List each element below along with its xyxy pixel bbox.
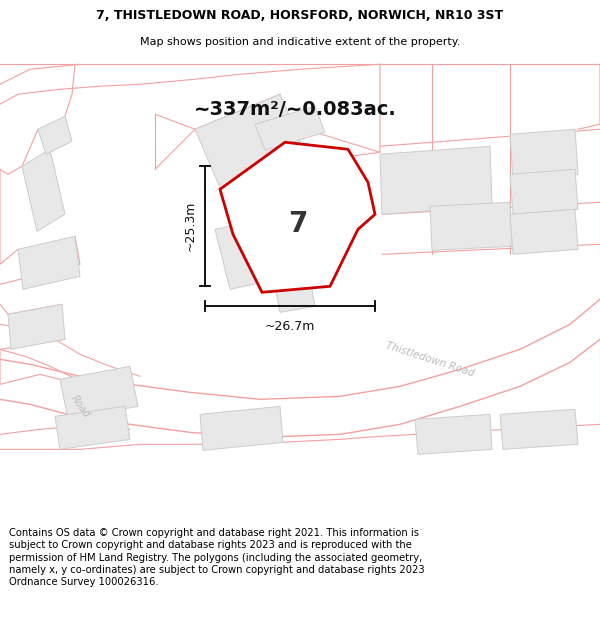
Text: Thistledown Road: Thistledown Road [385,340,476,378]
Polygon shape [415,414,492,454]
Polygon shape [510,169,578,214]
Text: Road: Road [69,393,91,419]
Text: Contains OS data © Crown copyright and database right 2021. This information is
: Contains OS data © Crown copyright and d… [9,528,425,588]
Polygon shape [215,214,300,289]
Polygon shape [275,279,315,312]
Text: ~337m²/~0.083ac.: ~337m²/~0.083ac. [194,100,397,119]
Polygon shape [500,409,578,449]
Polygon shape [55,406,130,449]
Polygon shape [22,149,65,231]
Text: 7, THISTLEDOWN ROAD, HORSFORD, NORWICH, NR10 3ST: 7, THISTLEDOWN ROAD, HORSFORD, NORWICH, … [97,9,503,22]
Polygon shape [18,236,80,289]
Polygon shape [195,94,310,199]
Polygon shape [60,366,138,419]
Text: Map shows position and indicative extent of the property.: Map shows position and indicative extent… [140,37,460,47]
Polygon shape [510,129,578,179]
Text: ~26.7m: ~26.7m [265,321,315,333]
Polygon shape [220,142,375,292]
Polygon shape [380,146,492,214]
Polygon shape [430,202,512,250]
Polygon shape [38,116,72,154]
Text: ~25.3m: ~25.3m [184,201,197,251]
Text: 7: 7 [289,210,308,238]
Polygon shape [510,209,578,254]
Polygon shape [255,106,325,150]
Polygon shape [8,304,65,349]
Polygon shape [200,406,283,451]
